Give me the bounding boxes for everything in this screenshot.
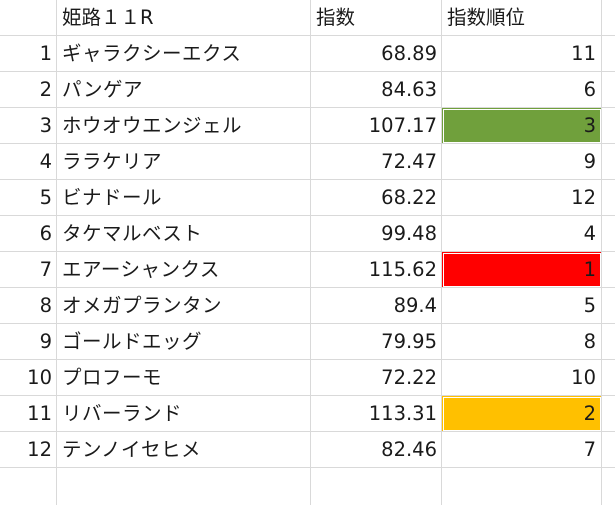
index-rank-header-cell[interactable]: 指数順位 <box>442 0 602 36</box>
horse-name-cell[interactable]: ゴールドエッグ <box>57 324 311 360</box>
empty-cell[interactable] <box>602 72 615 108</box>
horse-name-cell[interactable]: パンゲア <box>57 72 311 108</box>
index-rank-cell[interactable]: 1 <box>442 252 602 288</box>
horse-name-cell[interactable]: ギャラクシーエクス <box>57 36 311 72</box>
index-header-cell[interactable]: 指数 <box>311 0 442 36</box>
row-number-cell[interactable]: 10 <box>0 360 57 396</box>
empty-cell[interactable] <box>602 468 615 505</box>
horse-name-cell[interactable]: ララケリア <box>57 144 311 180</box>
empty-cell[interactable] <box>602 288 615 324</box>
index-rank-cell[interactable]: 11 <box>442 36 602 72</box>
index-value-cell[interactable]: 99.48 <box>311 216 442 252</box>
row-number-cell[interactable]: 11 <box>0 396 57 432</box>
index-value-cell[interactable]: 72.22 <box>311 360 442 396</box>
empty-cell[interactable] <box>602 216 615 252</box>
horse-name-cell[interactable]: プロフーモ <box>57 360 311 396</box>
row-number-cell[interactable]: 2 <box>0 72 57 108</box>
empty-cell[interactable] <box>602 252 615 288</box>
horse-name-cell[interactable]: リバーランド <box>57 396 311 432</box>
empty-cell[interactable] <box>602 432 615 468</box>
horse-name-cell[interactable]: ホウオウエンジェル <box>57 108 311 144</box>
empty-cell[interactable] <box>602 144 615 180</box>
index-value-cell[interactable]: 113.31 <box>311 396 442 432</box>
row-number-cell[interactable]: 8 <box>0 288 57 324</box>
row-number-cell[interactable]: 5 <box>0 180 57 216</box>
index-rank-cell[interactable]: 9 <box>442 144 602 180</box>
cell-row-number-header[interactable] <box>0 0 57 36</box>
horse-name-cell[interactable]: オメガプランタン <box>57 288 311 324</box>
index-rank-cell[interactable]: 3 <box>442 108 602 144</box>
horse-name-cell[interactable]: テンノイセヒメ <box>57 432 311 468</box>
empty-cell[interactable] <box>602 108 615 144</box>
empty-cell[interactable] <box>311 468 442 505</box>
index-value-cell[interactable]: 84.63 <box>311 72 442 108</box>
row-number-cell[interactable]: 1 <box>0 36 57 72</box>
empty-cell[interactable] <box>602 0 615 36</box>
row-number-cell[interactable]: 4 <box>0 144 57 180</box>
index-rank-cell[interactable]: 5 <box>442 288 602 324</box>
empty-cell[interactable] <box>442 468 602 505</box>
race-name-header-cell[interactable]: 姫路１１R <box>57 0 311 36</box>
index-rank-cell[interactable]: 12 <box>442 180 602 216</box>
index-rank-cell[interactable]: 4 <box>442 216 602 252</box>
index-value-cell[interactable]: 68.22 <box>311 180 442 216</box>
index-value-cell[interactable]: 79.95 <box>311 324 442 360</box>
index-value-cell[interactable]: 72.47 <box>311 144 442 180</box>
empty-cell[interactable] <box>0 468 57 505</box>
row-number-cell[interactable]: 12 <box>0 432 57 468</box>
index-value-cell[interactable]: 82.46 <box>311 432 442 468</box>
empty-cell[interactable] <box>602 360 615 396</box>
horse-name-cell[interactable]: ビナドール <box>57 180 311 216</box>
index-value-cell[interactable]: 68.89 <box>311 36 442 72</box>
row-number-cell[interactable]: 7 <box>0 252 57 288</box>
index-value-cell[interactable]: 115.62 <box>311 252 442 288</box>
empty-cell[interactable] <box>602 396 615 432</box>
horse-name-cell[interactable]: エアーシャンクス <box>57 252 311 288</box>
row-number-cell[interactable]: 6 <box>0 216 57 252</box>
empty-cell[interactable] <box>602 180 615 216</box>
index-value-cell[interactable]: 89.4 <box>311 288 442 324</box>
index-rank-cell[interactable]: 8 <box>442 324 602 360</box>
row-number-cell[interactable]: 3 <box>0 108 57 144</box>
horse-name-cell[interactable]: タケマルベスト <box>57 216 311 252</box>
index-rank-cell[interactable]: 7 <box>442 432 602 468</box>
index-rank-cell[interactable]: 2 <box>442 396 602 432</box>
index-rank-cell[interactable]: 6 <box>442 72 602 108</box>
row-number-cell[interactable]: 9 <box>0 324 57 360</box>
empty-cell[interactable] <box>602 36 615 72</box>
empty-cell[interactable] <box>602 324 615 360</box>
empty-cell[interactable] <box>57 468 311 505</box>
index-value-cell[interactable]: 107.17 <box>311 108 442 144</box>
index-rank-cell[interactable]: 10 <box>442 360 602 396</box>
